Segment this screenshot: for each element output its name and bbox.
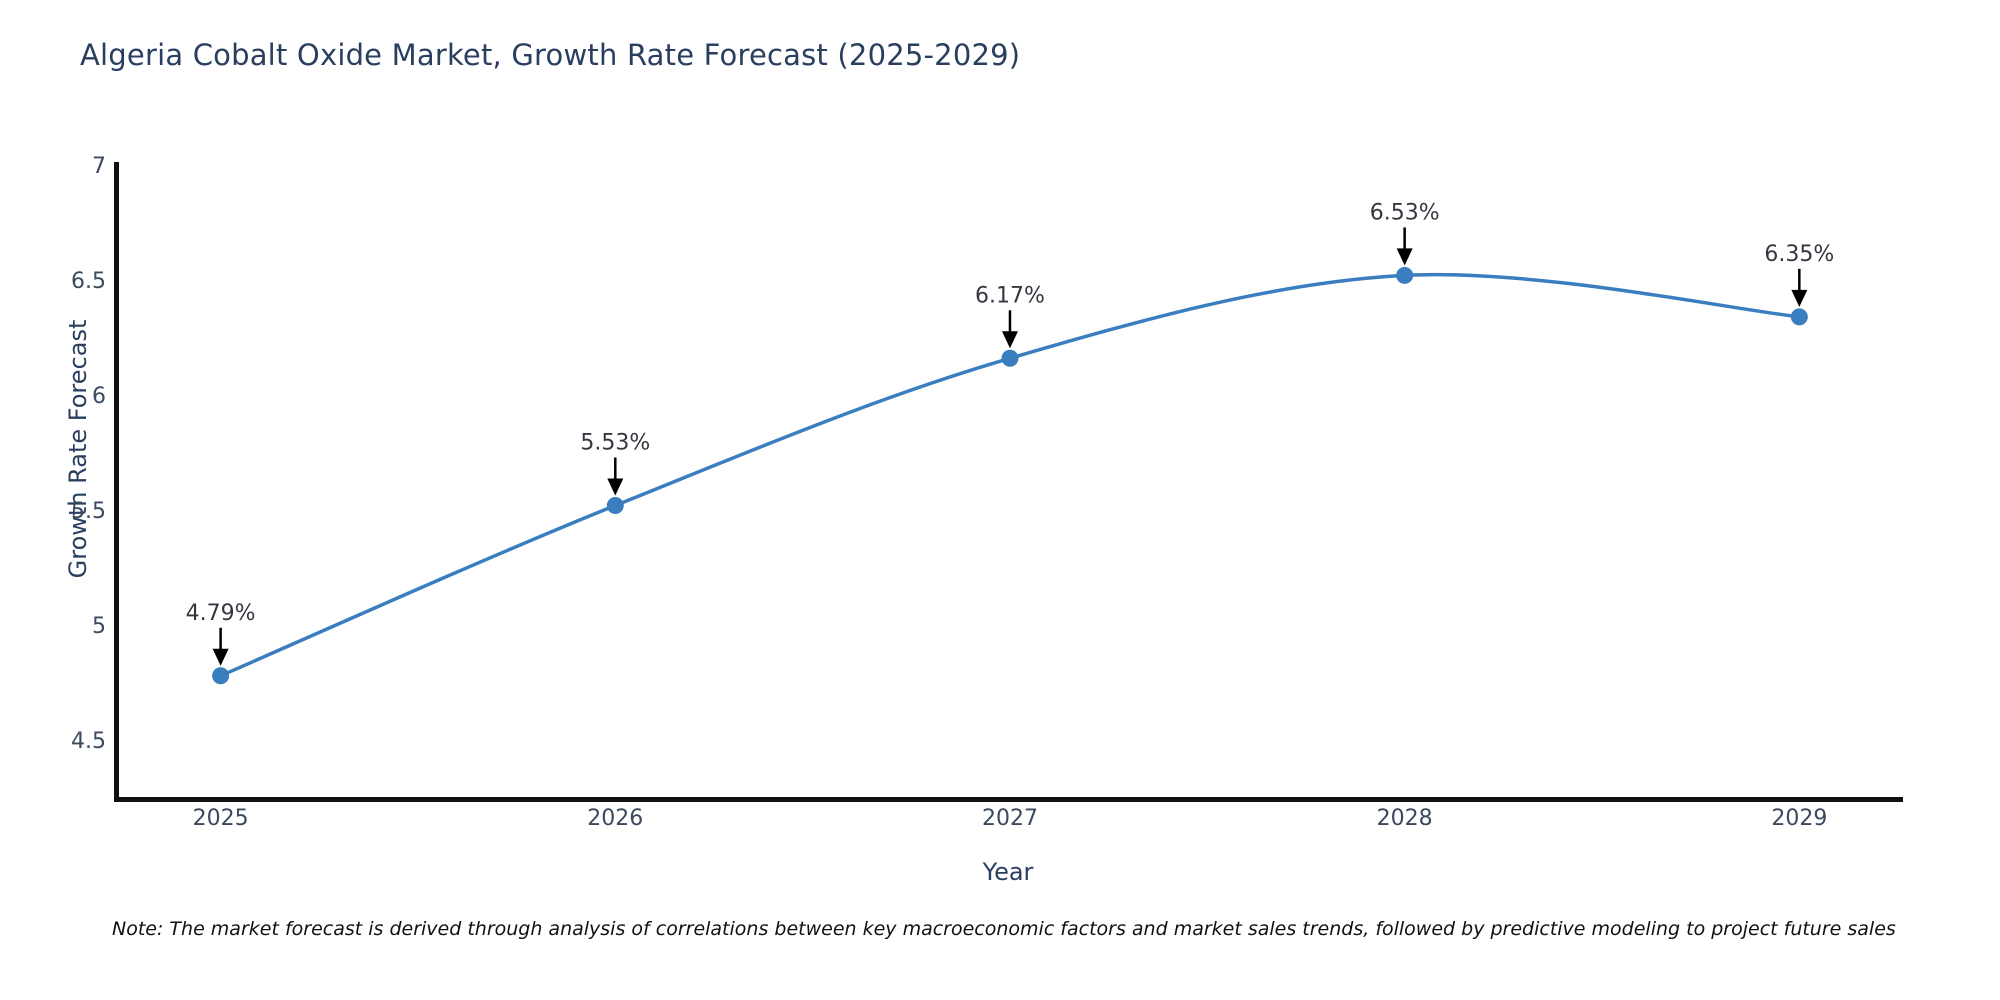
x-tick-label: 2029 xyxy=(1771,806,1828,831)
annotation-arrowhead-icon xyxy=(1791,289,1808,307)
y-tick-label: 5 xyxy=(92,614,106,640)
y-tick-label: 6.5 xyxy=(71,269,106,295)
point-annotation: 6.35% xyxy=(1764,242,1834,267)
data-point-marker xyxy=(1790,308,1808,326)
y-axis-spine xyxy=(114,162,119,802)
point-annotation: 6.17% xyxy=(975,283,1045,308)
annotation-arrowhead-icon xyxy=(607,478,624,496)
chart-title: Algeria Cobalt Oxide Market, Growth Rate… xyxy=(80,38,1021,72)
plot-area: 4.79% 5.53% 6.17% 6.53% 6.35% xyxy=(186,200,1834,685)
x-axis-spine xyxy=(114,797,1903,802)
annotation-arrowhead-icon xyxy=(212,648,229,666)
x-tick-label: 2025 xyxy=(192,806,249,831)
data-point-marker xyxy=(1396,266,1414,284)
annotation-arrowhead-icon xyxy=(1001,331,1018,349)
point-annotation: 4.79% xyxy=(186,601,256,626)
annotation-arrowhead-icon xyxy=(1396,248,1413,266)
y-axis-title: Growth Rate Forecast xyxy=(64,319,92,579)
data-point-marker xyxy=(606,497,624,515)
y-tick-label: 6 xyxy=(92,384,106,410)
point-annotation: 6.53% xyxy=(1370,200,1440,225)
x-tick-label: 2027 xyxy=(981,806,1038,831)
data-point-marker xyxy=(212,667,230,685)
x-tick-label: 2028 xyxy=(1376,806,1433,831)
x-tick-label: 2026 xyxy=(587,806,644,831)
x-axis-title: Year xyxy=(982,858,1034,886)
footnote: Note: The market forecast is derived thr… xyxy=(112,918,1896,940)
data-point-marker xyxy=(1001,349,1019,367)
y-tick-label: 4.5 xyxy=(71,729,106,755)
y-tick-label: 7 xyxy=(92,154,106,180)
point-annotation: 5.53% xyxy=(580,431,650,456)
y-tick-label: 5.5 xyxy=(71,499,106,525)
